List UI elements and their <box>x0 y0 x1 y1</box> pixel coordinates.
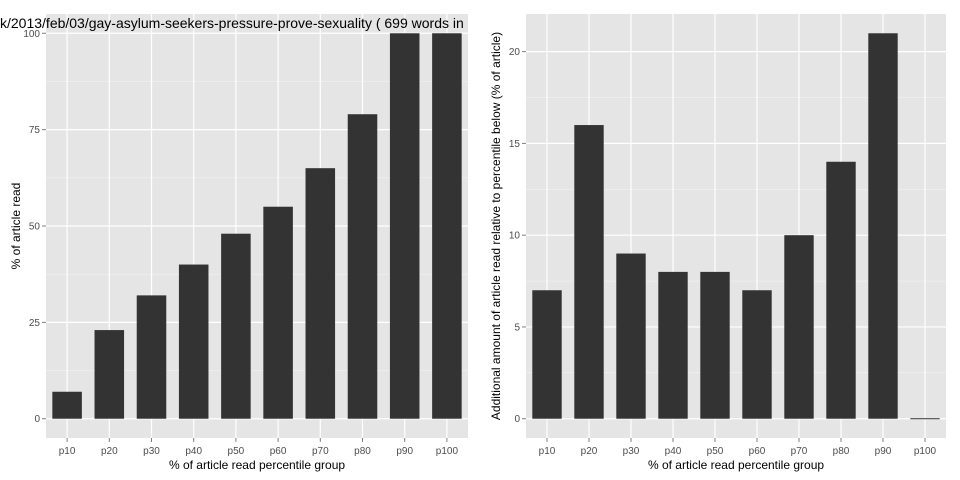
x-tick-label: p60 <box>270 446 287 457</box>
bar-p10 <box>532 290 562 419</box>
x-tick-label: p70 <box>312 446 329 457</box>
bar-p80 <box>347 114 378 419</box>
bar-p60 <box>742 290 772 419</box>
bar-p40 <box>658 271 688 419</box>
x-tick-label: p60 <box>749 446 766 457</box>
y-tick-label: 100 <box>23 29 40 40</box>
bar-p20 <box>574 125 604 419</box>
x-axis-title: % of article read percentile group <box>648 458 824 472</box>
bar-p70 <box>305 168 336 419</box>
bar-p100 <box>432 33 462 419</box>
y-tick-label: 0 <box>514 414 520 425</box>
x-tick-label: p80 <box>354 446 371 457</box>
x-tick-label: p10 <box>539 446 556 457</box>
y-tick-label: 10 <box>509 231 521 242</box>
bar-p30 <box>136 295 167 419</box>
x-tick-label: p50 <box>228 446 245 457</box>
x-tick-label: p20 <box>581 446 598 457</box>
x-tick-label: p70 <box>791 446 808 457</box>
y-tick-label: 75 <box>29 125 41 136</box>
y-axis-title: Additional amount of article read relati… <box>489 32 503 420</box>
bar-p90 <box>389 33 420 419</box>
chart-panel-2: 0 5 10 15 20 p10 p20 p30 p40 p50 p60 p70 p80 p90 p100%… <box>489 14 946 472</box>
x-tick-label: p80 <box>833 446 850 457</box>
x-tick-label: p30 <box>623 446 640 457</box>
x-tick-label: p20 <box>101 446 118 457</box>
bar-p100 <box>910 418 940 420</box>
bar-p70 <box>784 235 814 419</box>
x-tick-label: p10 <box>59 446 76 457</box>
bar-p50 <box>221 233 251 419</box>
bar-p50 <box>700 271 730 419</box>
chart-panel-1: 0 25 50 75 100 p10 p20 p30 p40 p50 p60 p70 p80 p90 p10… <box>9 14 468 472</box>
bar-p20 <box>94 330 125 419</box>
x-axis-title: % of article read percentile group <box>169 458 345 472</box>
x-tick-label: p90 <box>396 446 413 457</box>
y-tick-label: 0 <box>34 414 40 425</box>
x-tick-label: p100 <box>914 446 937 457</box>
bar-p10 <box>52 391 82 419</box>
y-tick-label: 15 <box>509 139 521 150</box>
y-axis-title: % of article read <box>9 183 23 270</box>
bar-p30 <box>616 253 646 419</box>
bar-p90 <box>868 33 898 419</box>
x-tick-label: p100 <box>436 446 459 457</box>
x-tick-label: p90 <box>875 446 892 457</box>
y-tick-label: 25 <box>29 318 41 329</box>
x-tick-label: p50 <box>707 446 724 457</box>
y-tick-label: 20 <box>509 47 521 58</box>
x-tick-label: p40 <box>185 446 202 457</box>
bar-p80 <box>826 161 856 419</box>
x-tick-label: p30 <box>143 446 160 457</box>
y-tick-label: 50 <box>29 222 41 233</box>
x-tick-label: p40 <box>665 446 682 457</box>
bar-p40 <box>178 264 209 419</box>
bar-p60 <box>263 206 293 419</box>
y-tick-label: 5 <box>514 322 520 333</box>
chart-title: k/2013/feb/03/gay-asylum-seekers-pressur… <box>0 15 464 31</box>
